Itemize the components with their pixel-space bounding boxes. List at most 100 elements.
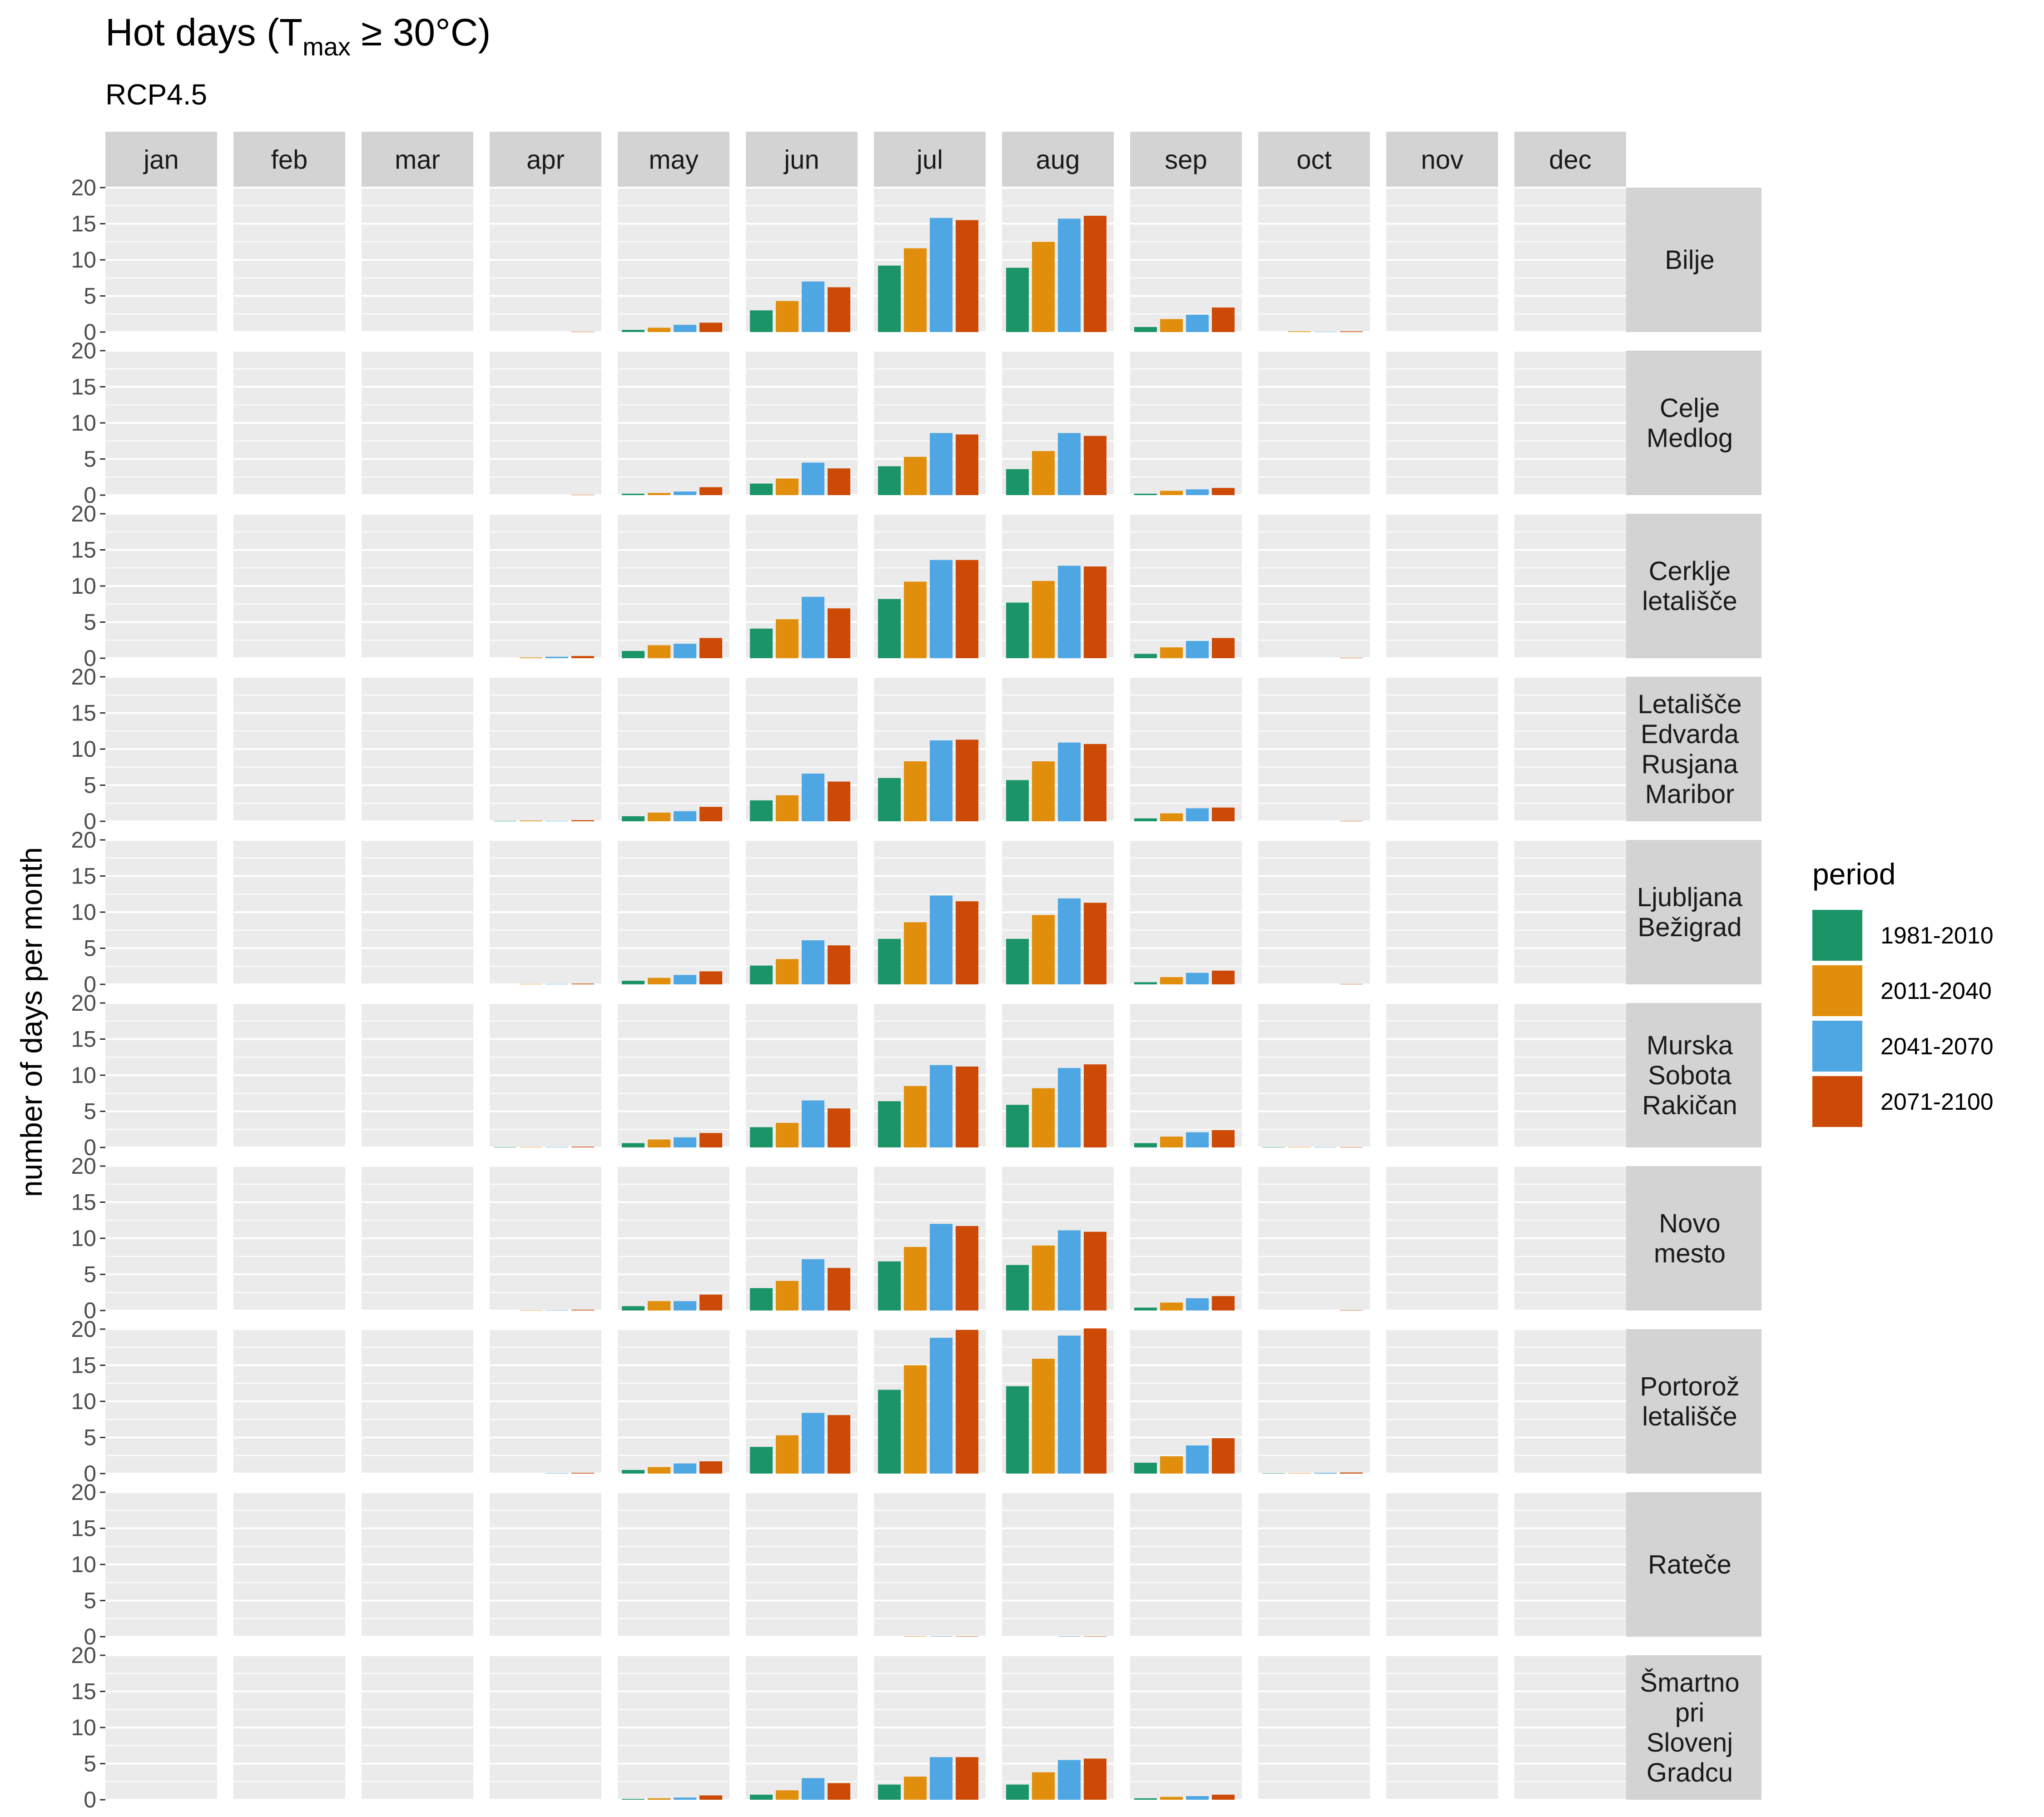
bar-2011-2040 <box>1288 331 1311 332</box>
station-label-line: pri <box>1675 1698 1704 1728</box>
panel <box>105 513 217 659</box>
bar-2041-2070 <box>930 1224 953 1311</box>
bar-2071-2100 <box>956 434 978 495</box>
month-label: jun <box>783 145 819 175</box>
y-tick-label: 0 <box>84 1135 96 1160</box>
bar-1981-2010 <box>878 466 901 495</box>
panel <box>1258 1002 1370 1148</box>
bar-1981-2010 <box>750 1127 773 1147</box>
bar-1981-2010 <box>878 599 901 658</box>
bar-2071-2100 <box>571 656 594 658</box>
panel <box>1514 1491 1626 1638</box>
bar-2071-2100 <box>828 1415 850 1474</box>
bar-2011-2040 <box>1032 1245 1055 1311</box>
panel <box>746 187 858 333</box>
bar-2011-2040 <box>1032 761 1055 821</box>
bar-1981-2010 <box>878 1261 901 1311</box>
panel <box>490 839 601 985</box>
bar-2071-2100 <box>828 945 850 984</box>
panel <box>1514 187 1626 333</box>
panel <box>874 676 986 822</box>
bar-1981-2010 <box>1134 1307 1157 1311</box>
y-tick-label: 15 <box>71 211 96 237</box>
panel <box>1002 350 1114 496</box>
bar-2071-2100 <box>956 1757 978 1800</box>
panel <box>105 1328 217 1474</box>
panel <box>105 1002 217 1148</box>
bar-2041-2070 <box>1058 566 1081 658</box>
station-strip-bg <box>1618 1655 1761 1800</box>
bar-2041-2070 <box>802 1100 824 1147</box>
station-label-line: Bežigrad <box>1638 913 1742 942</box>
station-strip-bg <box>1618 514 1761 658</box>
bar-2041-2070 <box>802 1413 824 1474</box>
bar-2011-2040 <box>1160 319 1183 332</box>
bar-2041-2070 <box>930 218 953 332</box>
bar-2071-2100 <box>700 1295 722 1311</box>
bar-2041-2070 <box>1186 1298 1209 1311</box>
panel <box>233 1165 345 1311</box>
y-tick-label: 20 <box>71 1479 96 1505</box>
legend-item: 2011-2040 <box>1812 965 1992 1016</box>
bar-2071-2100 <box>828 608 850 658</box>
station-strip-bg <box>1618 188 1761 332</box>
y-tick-label: 15 <box>71 1679 96 1704</box>
y-axis: 0 5 10 15 20 <box>71 664 105 834</box>
panel <box>618 1002 729 1148</box>
bar-1981-2010 <box>878 778 901 821</box>
station-label-line: Šmartno <box>1640 1668 1739 1698</box>
panel <box>1002 187 1114 333</box>
bar-2041-2070 <box>1186 973 1209 984</box>
bar-2011-2040 <box>1032 242 1055 332</box>
y-tick-label: 0 <box>84 1787 96 1812</box>
panel <box>1130 1002 1242 1148</box>
y-tick-label: 20 <box>71 990 96 1016</box>
bar-2071-2100 <box>1084 903 1106 984</box>
panel <box>1130 513 1242 659</box>
y-tick-label: 0 <box>84 319 96 345</box>
bar-2041-2070 <box>930 1636 953 1637</box>
bar-2071-2100 <box>828 1783 850 1800</box>
month-strips: jan feb mar apr may jun jul aug sep oct nov dec <box>105 132 1626 188</box>
y-tick-label: 15 <box>71 700 96 726</box>
bar-1981-2010 <box>878 1101 901 1147</box>
month-strip-jun: jun <box>746 132 858 188</box>
month-strip-nov: nov <box>1386 132 1498 188</box>
month-label: mar <box>395 145 440 175</box>
y-tick-label: 5 <box>84 447 96 472</box>
bar-2011-2040 <box>648 1139 670 1147</box>
bar-1981-2010 <box>622 981 645 984</box>
month-strip-jul: jul <box>874 132 986 188</box>
panel <box>746 513 858 659</box>
bar-2071-2100 <box>1340 331 1363 332</box>
panel <box>1386 839 1498 985</box>
bar-2041-2070 <box>674 1797 696 1800</box>
bar-2041-2070 <box>930 433 953 495</box>
panel <box>233 513 345 659</box>
station-label-line: Medlog <box>1647 423 1733 453</box>
bar-2011-2040 <box>776 1790 799 1800</box>
panel <box>362 1165 473 1311</box>
panel <box>490 1165 601 1311</box>
bar-1981-2010 <box>622 651 645 658</box>
panel <box>1386 350 1498 496</box>
y-tick-label: 15 <box>71 1353 96 1378</box>
y-axis-title: number of days per month <box>15 847 48 1197</box>
panel <box>105 350 217 496</box>
panel <box>874 1654 986 1801</box>
month-label: dec <box>1549 145 1592 175</box>
y-tick-label: 10 <box>71 899 96 925</box>
bar-2041-2070 <box>546 1310 568 1311</box>
panel <box>1514 1654 1626 1801</box>
panel <box>362 676 473 822</box>
bar-2011-2040 <box>904 1247 927 1311</box>
month-strip-bg <box>1130 132 1242 188</box>
panel <box>233 1491 345 1638</box>
bar-2041-2070 <box>674 644 696 658</box>
station-label-line: Rusjana <box>1642 750 1739 779</box>
month-label: nov <box>1421 145 1464 175</box>
bar-2041-2070 <box>546 1473 568 1474</box>
